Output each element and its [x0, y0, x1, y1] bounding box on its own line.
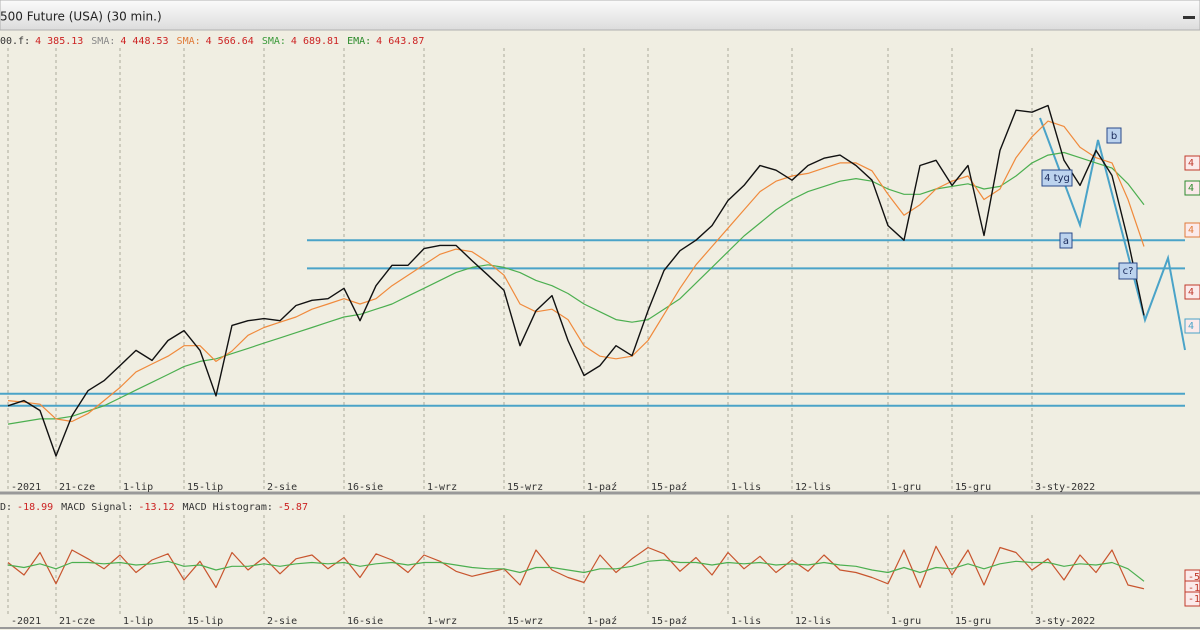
- legend-label: EMA:: [347, 36, 371, 47]
- x-tick-label: 15-gru: [955, 616, 991, 627]
- annotation: b: [1111, 131, 1117, 142]
- price-tag: [1184, 318, 1200, 334]
- price-tag-label: 4: [1188, 321, 1194, 332]
- x-tick-label: 12-lis: [795, 616, 831, 627]
- x-tick-label: 1-paź: [587, 615, 617, 627]
- x-tick-label: 2-sie: [267, 482, 297, 493]
- x-tick-label: 3-sty-2022: [1035, 482, 1095, 493]
- legend-label: MACD Signal:: [61, 502, 133, 513]
- price-tag: [1184, 155, 1200, 171]
- price-tag: [1184, 284, 1200, 300]
- x-tick-label: 1-paź: [587, 481, 617, 493]
- legend: 00.f: 4 385.13 SMA: 4 448.53 SMA: 4 566.64 SMA…: [0, 36, 424, 47]
- series-line: [7, 120, 1145, 423]
- series-line: [7, 545, 1145, 590]
- price-tag-label: -1: [1188, 583, 1200, 594]
- legend-value: -13.12: [138, 502, 174, 513]
- price-tag: [1184, 591, 1200, 607]
- price-tag-label: 4: [1188, 158, 1194, 169]
- price-tag-label: -5: [1188, 572, 1200, 583]
- x-tick-label: 1-lis: [731, 482, 761, 493]
- wave-projection: [1039, 117, 1186, 351]
- x-tick-label: 15-wrz: [507, 616, 543, 627]
- x-tick-label: 1-gru: [891, 616, 921, 627]
- price-tag-label: 4: [1188, 183, 1194, 194]
- x-tick-label: 15-lip: [187, 616, 223, 627]
- x-tick-label: 3-sty-2022: [1035, 616, 1095, 627]
- window-title: 500 Future (USA) (30 min.): [0, 10, 162, 24]
- legend-label: SMA:: [91, 36, 115, 47]
- legend-label: 00.f:: [0, 36, 30, 47]
- x-tick-label: 15-paź: [651, 481, 687, 493]
- series-line: [7, 104, 1145, 457]
- series-line: [7, 151, 1145, 425]
- legend-value: 4 566.64: [206, 36, 254, 47]
- annotation-box: [1118, 262, 1138, 280]
- annotation: c?: [1123, 266, 1134, 277]
- legend-label: MACD Histogram:: [183, 502, 273, 513]
- annotation-box: [1041, 169, 1073, 187]
- legend-value: -18.99: [17, 502, 53, 513]
- x-tick-label: -2021: [11, 482, 41, 493]
- x-tick-label: 1-lip: [123, 616, 153, 627]
- x-tick-label: 15-paź: [651, 615, 687, 627]
- price-tag: [1184, 180, 1200, 196]
- annotation-box: [1106, 127, 1122, 144]
- x-tick-label: 15-lip: [187, 482, 223, 493]
- x-tick-label: 15-gru: [955, 482, 991, 493]
- annotations: b 4 tyg a c?: [1041, 127, 1138, 280]
- x-tick-label: 2-sie: [267, 616, 297, 627]
- x-tick-label: 15-wrz: [507, 482, 543, 493]
- price-tag-label: 4: [1188, 225, 1194, 236]
- price-tag: [1184, 222, 1200, 238]
- x-tick-label: 1-lis: [731, 616, 761, 627]
- x-tick-label: -2021: [11, 616, 41, 627]
- legend: D: -18.99 MACD Signal: -13.12 MACD Histogram…: [0, 502, 308, 513]
- legend-value: 4 643.87: [376, 36, 424, 47]
- series-line: [7, 559, 1145, 582]
- legend-value: 4 689.81: [291, 36, 339, 47]
- legend-value: 4 385.13: [35, 36, 83, 47]
- x-tick-label: 16-sie: [347, 616, 383, 627]
- x-tick-label: 1-gru: [891, 482, 921, 493]
- x-tick-label: 1-wrz: [427, 616, 457, 627]
- minimize-button[interactable]: [1183, 16, 1195, 19]
- x-tick-label: 12-lis: [795, 482, 831, 493]
- x-tick-label: 21-cze: [59, 616, 95, 627]
- annotation-box: [1059, 232, 1073, 249]
- title-bar: [0, 0, 1200, 31]
- x-tick-label: 16-sie: [347, 482, 383, 493]
- price-tag-label: -1: [1188, 594, 1200, 605]
- legend-value: -5.87: [278, 502, 308, 513]
- legend-label: SMA:: [262, 36, 286, 47]
- price-tag-label: 4: [1188, 287, 1194, 298]
- legend-value: 4 448.53: [120, 36, 168, 47]
- x-tick-label: 1-lip: [123, 482, 153, 493]
- x-tick-label: 1-wrz: [427, 482, 457, 493]
- legend-label: D:: [0, 502, 12, 513]
- annotation: a: [1063, 236, 1069, 247]
- x-tick-label: 21-cze: [59, 482, 95, 493]
- annotation: 4 tyg: [1044, 173, 1070, 184]
- legend-label: SMA:: [177, 36, 201, 47]
